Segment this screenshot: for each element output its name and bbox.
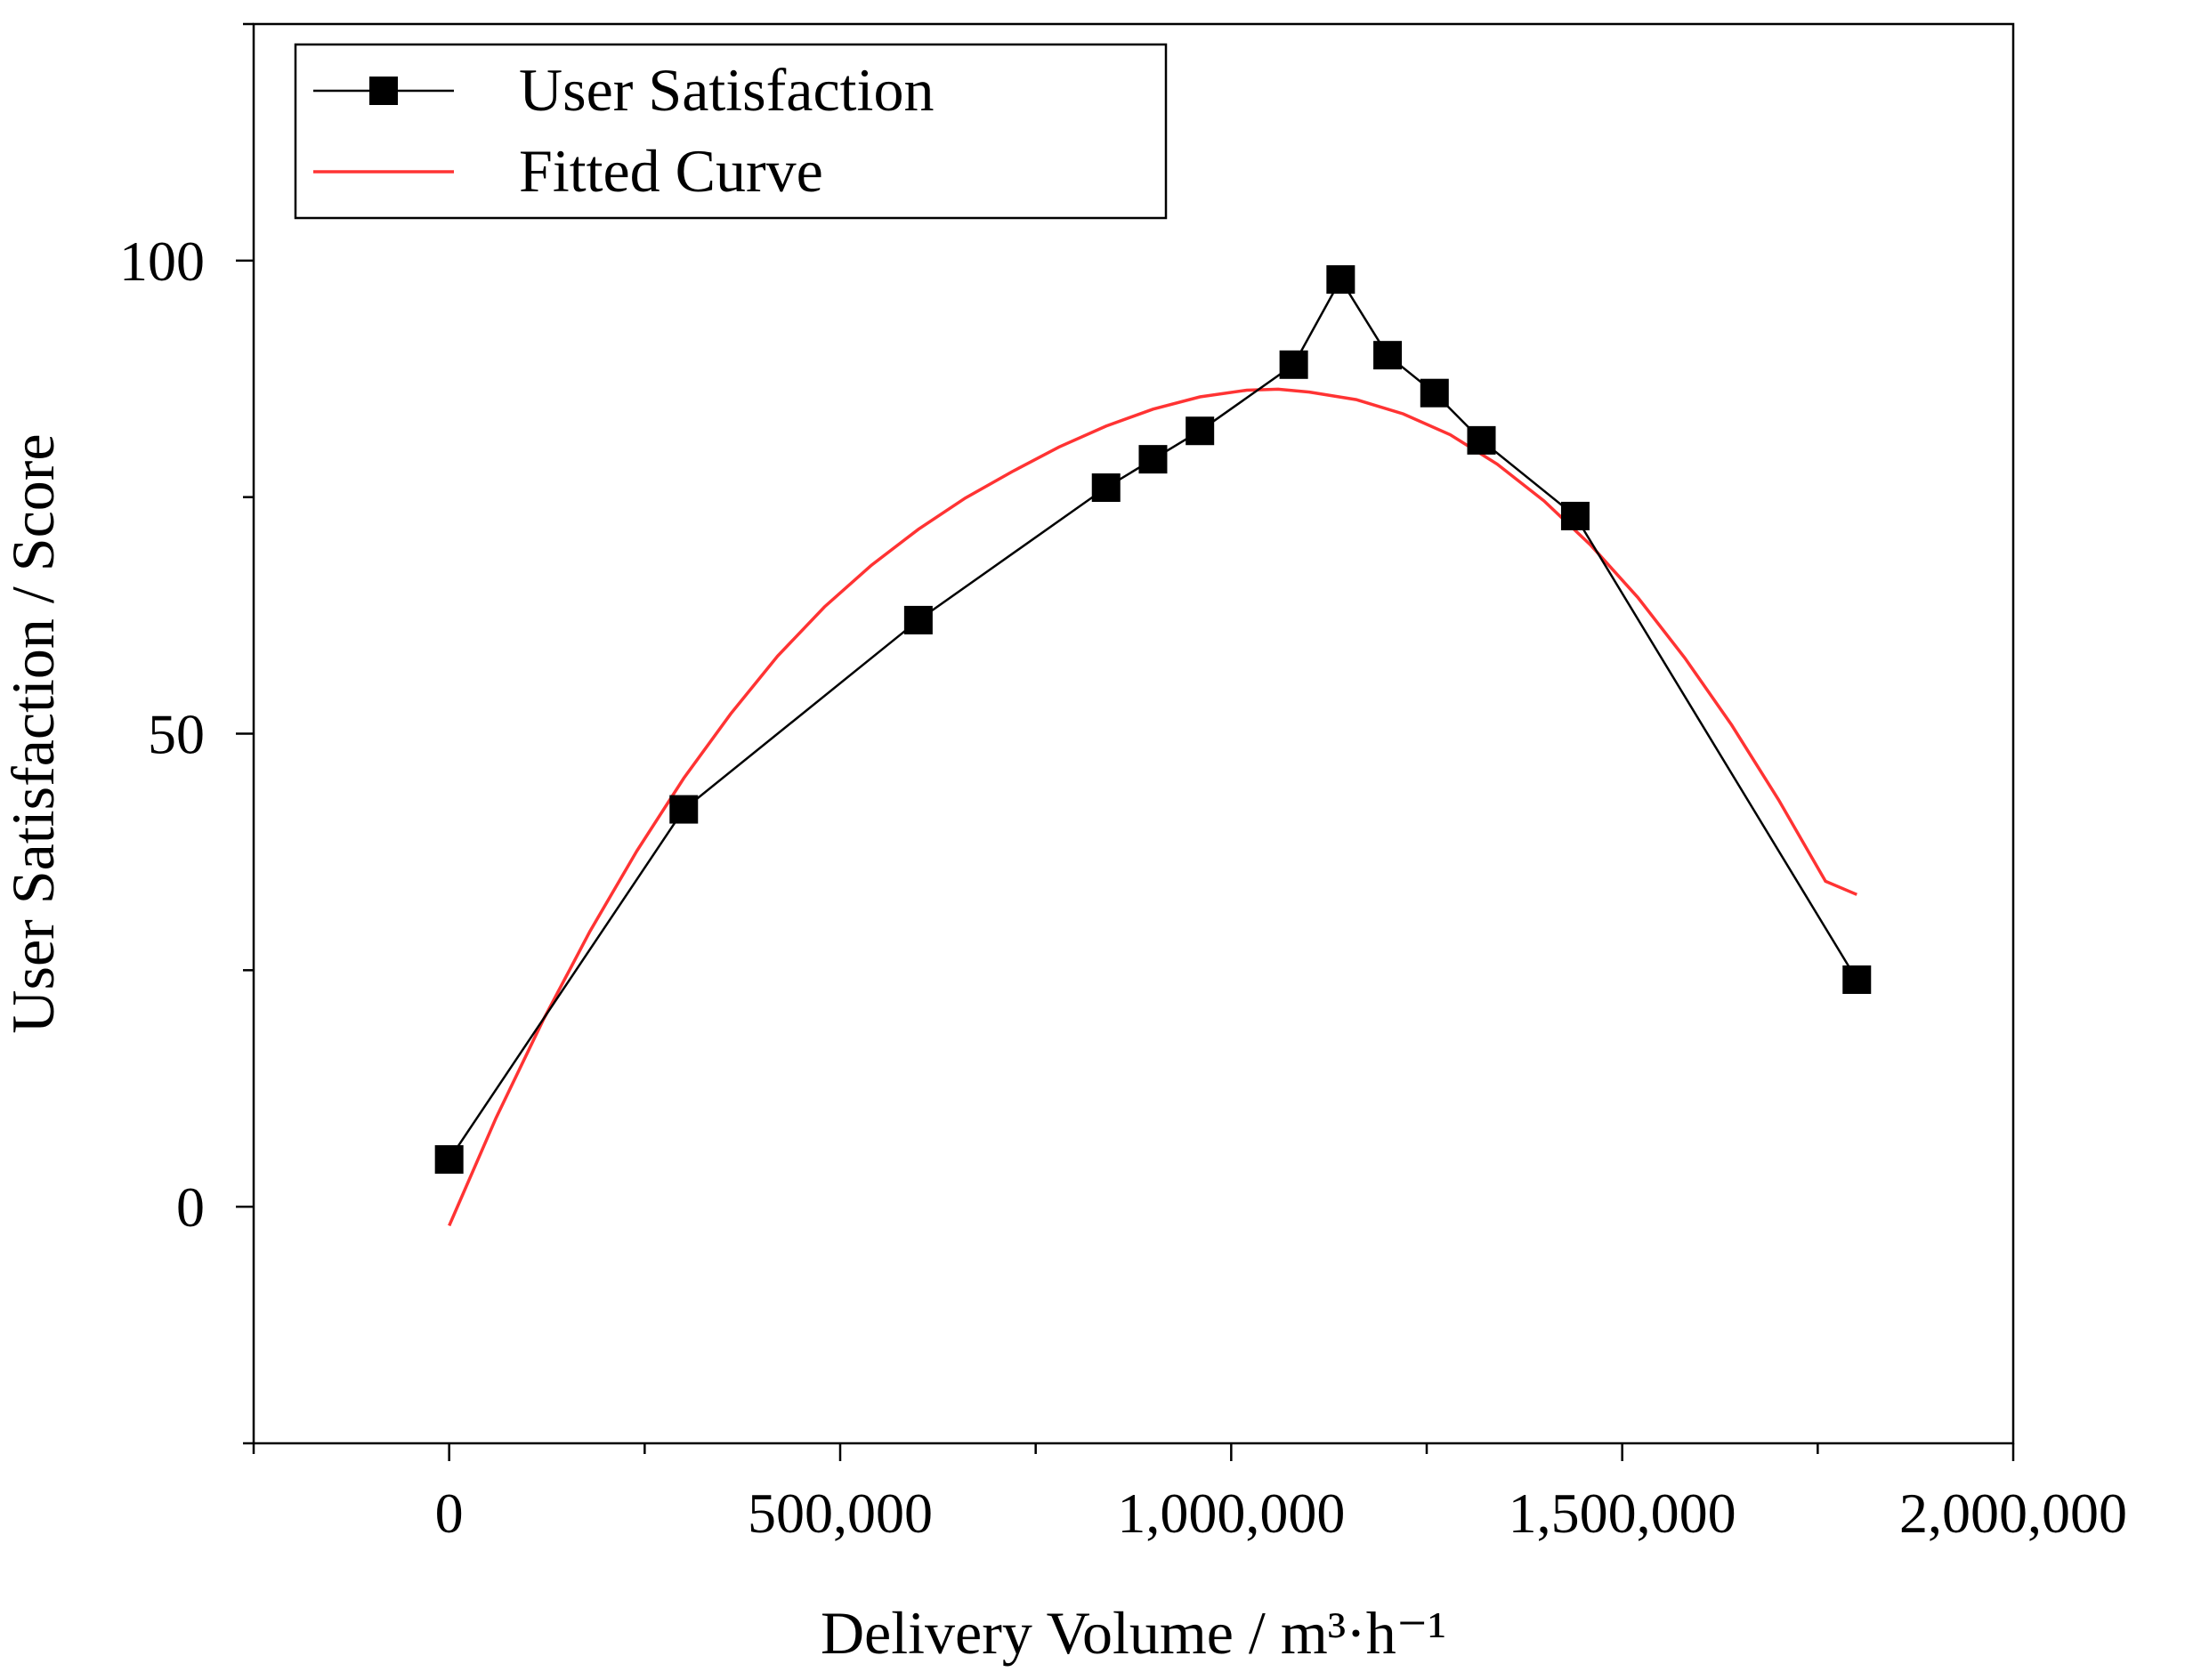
user-satisfaction-point bbox=[1091, 473, 1121, 503]
user-satisfaction-point bbox=[1138, 445, 1168, 474]
x-tick-label: 1,000,000 bbox=[1117, 1482, 1345, 1545]
x-tick-label: 500,000 bbox=[748, 1482, 933, 1545]
x-tick-label: 1,500,000 bbox=[1509, 1482, 1736, 1545]
y-tick-label: 0 bbox=[176, 1175, 205, 1239]
plot-frame bbox=[252, 22, 2015, 1445]
user-satisfaction-point bbox=[1842, 965, 1872, 994]
axes-layer: 0 500,000 1,000,000 1,500,000 2,000,000 0 50 10… bbox=[119, 22, 2127, 1545]
user-satisfaction-point bbox=[1279, 350, 1308, 379]
user-satisfaction-point bbox=[1560, 501, 1590, 530]
legend: User Satisfaction Fitted Curve bbox=[294, 43, 1168, 220]
user-satisfaction-point bbox=[1420, 378, 1449, 408]
legend-marker-user-satisfaction bbox=[369, 77, 398, 105]
y-tick-label: 50 bbox=[148, 703, 205, 766]
legend-label-user-satisfaction: User Satisfaction bbox=[519, 56, 934, 124]
user-satisfaction-point bbox=[1373, 341, 1403, 370]
user-satisfaction-point bbox=[903, 605, 933, 634]
user-satisfaction-point bbox=[434, 1145, 464, 1174]
x-tick-label: 2,000,000 bbox=[1899, 1482, 2127, 1545]
fitted-curve-line bbox=[448, 387, 1857, 1227]
user-satisfaction-point bbox=[1186, 416, 1215, 446]
user-satisfaction-point bbox=[1467, 425, 1496, 455]
y-axis-title: User Satisfaction / Score bbox=[0, 433, 67, 1033]
user-satisfaction-point bbox=[669, 795, 699, 824]
legend-label-fitted-curve: Fitted Curve bbox=[519, 137, 823, 205]
x-axis-title: Delivery Volume / m³·h⁻¹ bbox=[821, 1599, 1446, 1667]
y-tick-label: 100 bbox=[119, 230, 205, 293]
user-satisfaction-line bbox=[448, 277, 1858, 1160]
user-satisfaction-point bbox=[1326, 265, 1356, 295]
legend-box bbox=[294, 43, 1168, 220]
x-tick-label: 0 bbox=[435, 1482, 464, 1545]
series-layer bbox=[434, 265, 1872, 1227]
